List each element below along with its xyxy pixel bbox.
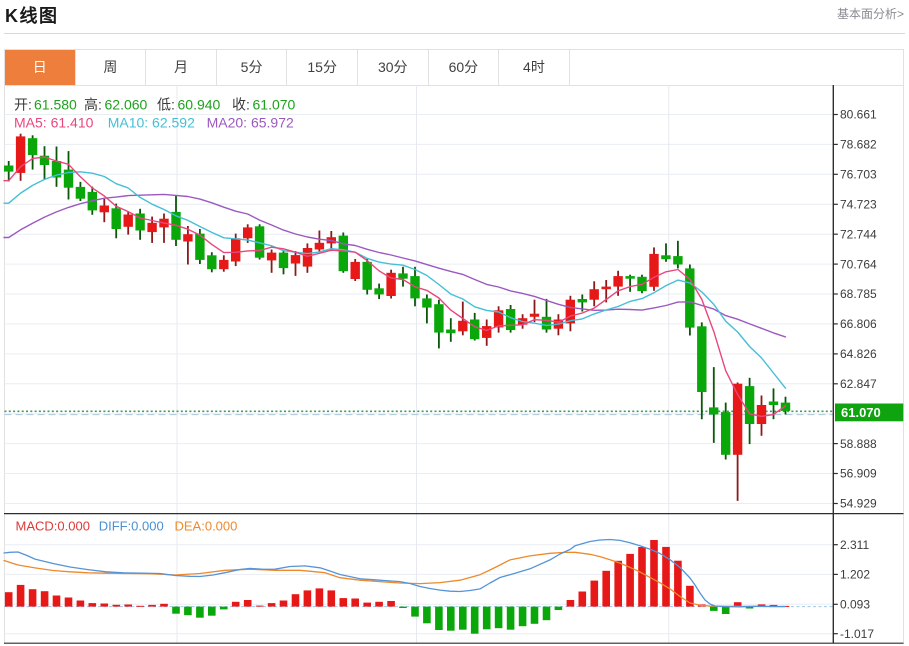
svg-text:MA20: 65.972: MA20: 65.972 [207,115,294,131]
svg-text:78.682: 78.682 [840,138,877,152]
svg-text:高:62.060: 高: 62.060 [84,97,148,113]
svg-text:76.703: 76.703 [840,168,877,182]
svg-text:54.929: 54.929 [840,497,877,511]
svg-text:DIFF:0.000: DIFF:0.000 [99,519,164,534]
svg-text:1.202: 1.202 [840,568,870,582]
svg-text:DEA:0.000: DEA:0.000 [175,519,238,534]
svg-text:66.806: 66.806 [840,317,877,331]
svg-text:74.723: 74.723 [840,198,877,212]
svg-text:80.661: 80.661 [840,108,877,122]
svg-text:-1.017: -1.017 [840,627,874,641]
svg-text:开:61.580: 开: 61.580 [14,97,77,113]
svg-text:2.311: 2.311 [840,538,869,552]
svg-text:MACD:0.000: MACD:0.000 [16,519,90,534]
svg-text:68.785: 68.785 [840,287,877,301]
svg-text:72.744: 72.744 [840,227,877,241]
svg-text:收:61.070: 收: 61.070 [232,97,296,113]
svg-text:61.070: 61.070 [841,405,881,420]
svg-text:MA10: 62.592: MA10: 62.592 [108,115,195,131]
svg-text:56.909: 56.909 [840,467,877,481]
svg-text:62.847: 62.847 [840,377,877,391]
svg-text:0.093: 0.093 [840,598,870,612]
svg-text:70.764: 70.764 [840,257,877,271]
svg-text:58.888: 58.888 [840,437,877,451]
svg-text:低:60.940: 低: 60.940 [157,97,221,113]
svg-text:64.826: 64.826 [840,347,877,361]
svg-text:MA5: 61.410: MA5: 61.410 [14,115,94,131]
